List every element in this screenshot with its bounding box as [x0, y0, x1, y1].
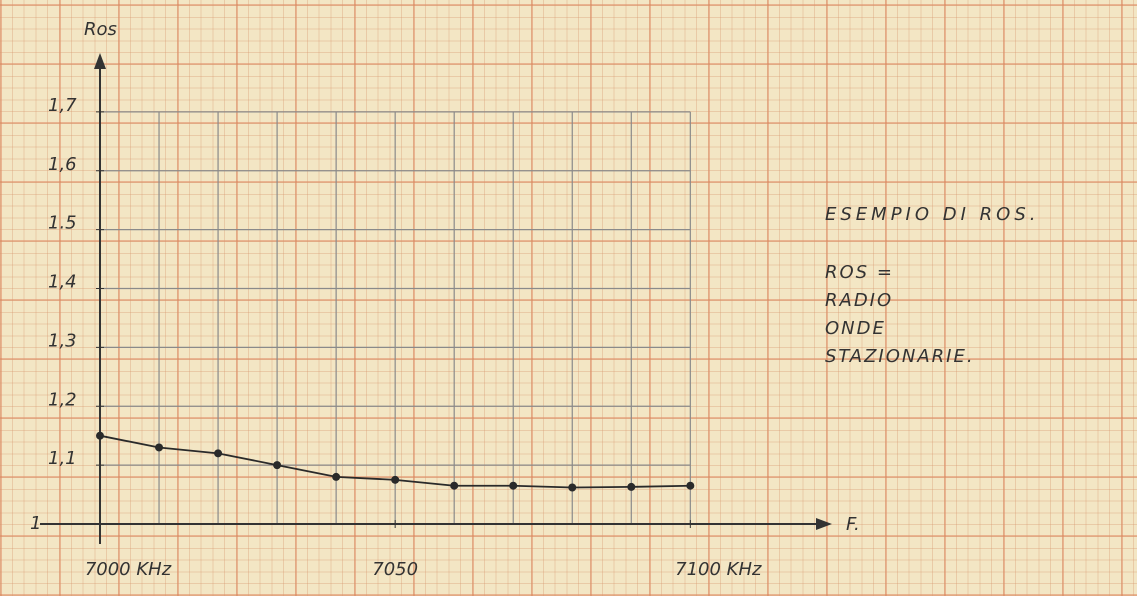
data-point [686, 482, 694, 490]
y-tick-label: 1,6 [48, 154, 77, 175]
x-tick-label: 7050 [372, 559, 418, 580]
data-point [627, 483, 635, 491]
annotation: ROS = [825, 262, 894, 283]
data-point [273, 461, 281, 469]
x-arrow [816, 518, 832, 530]
x-tick-label: 7100 KHz [675, 559, 762, 580]
data-point [332, 473, 340, 481]
y-tick-label: 1,1 [48, 448, 77, 469]
data-point [568, 483, 576, 491]
data-point [391, 476, 399, 484]
y-tick-label: 1,3 [48, 330, 77, 351]
y-axis-label: Ros [84, 19, 117, 40]
data-point [509, 482, 517, 490]
annotation: STAZIONARIE. [825, 346, 975, 367]
y-tick-label: 1 [30, 513, 41, 534]
data-point [450, 482, 458, 490]
annotation: ONDE [825, 318, 886, 339]
x-axis-label: F. [846, 514, 860, 535]
annotation: ESEMPIO DI ROS. [825, 204, 1039, 225]
chart: Ros F. 1 1,1 1,2 1,3 1,4 1.5 1,6 1,7 7000 KHz 705… [0, 0, 1137, 596]
data-point [96, 432, 104, 440]
y-tick-label: 1.5 [48, 213, 77, 234]
annotation: RADIO [825, 290, 893, 311]
data-point [155, 443, 163, 451]
data-point [214, 449, 222, 457]
x-tick-label: 7000 KHz [85, 559, 172, 580]
graph-paper: Ros F. 1 1,1 1,2 1,3 1,4 1.5 1,6 1,7 7000 KHz 705… [0, 0, 1137, 596]
y-tick-label: 1,2 [48, 389, 77, 410]
y-arrow [94, 53, 106, 69]
y-tick-label: 1,4 [48, 272, 77, 293]
y-tick-label: 1,7 [48, 95, 77, 116]
